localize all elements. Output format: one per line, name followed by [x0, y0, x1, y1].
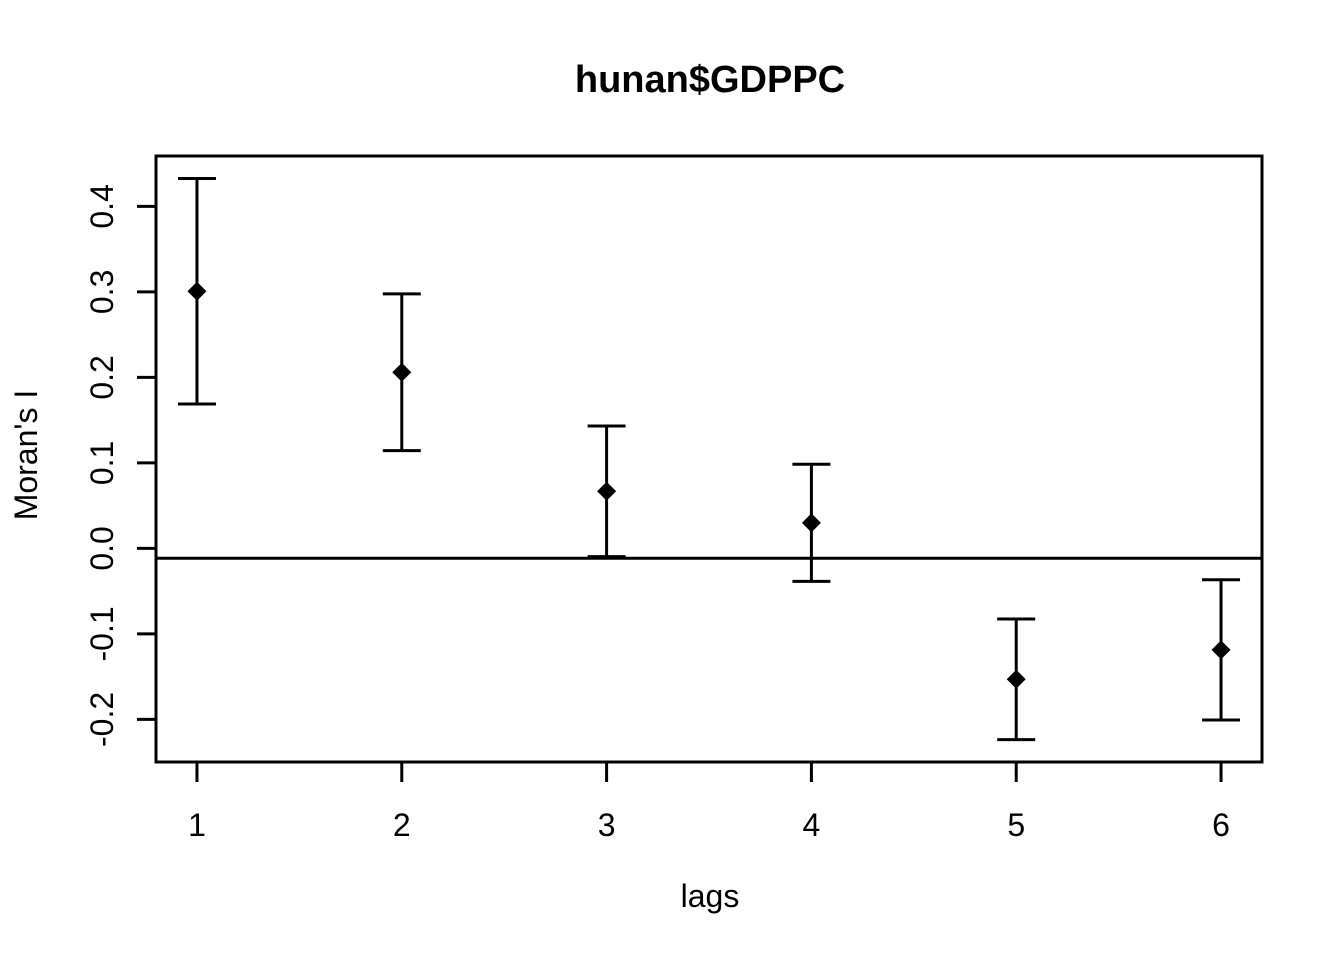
y-tick-label: -0.2	[84, 692, 120, 747]
x-tick-label: 4	[803, 807, 821, 843]
x-tick-label: 3	[598, 807, 616, 843]
y-tick-label: 0.0	[84, 526, 120, 570]
y-tick-label: 0.4	[84, 184, 120, 228]
x-tick-label: 1	[188, 807, 206, 843]
x-tick-label: 2	[393, 807, 411, 843]
x-tick-label: 5	[1007, 807, 1025, 843]
plot-box	[154, 154, 1264, 764]
y-tick-label: -0.1	[84, 606, 120, 661]
y-tick-label: 0.3	[84, 270, 120, 314]
y-axis-label: Moran's I	[8, 390, 44, 521]
point-lag-4	[801, 513, 821, 533]
x-axis-label: lags	[681, 878, 740, 914]
point-lag-1	[187, 281, 207, 301]
point-lag-5	[1006, 669, 1026, 689]
chart-title: hunan$GDPPC	[575, 59, 845, 101]
y-tick-label: 0.1	[84, 441, 120, 485]
y-tick-label: 0.2	[84, 355, 120, 399]
chart-layer: 0.4 0.3 0.2 0.1 0.0 -0.1 -0.2 1 2 3 4 5 6	[84, 154, 1264, 843]
point-lag-3	[597, 481, 617, 501]
point-lag-2	[392, 362, 412, 382]
x-tick-label: 6	[1212, 807, 1230, 843]
point-lag-6	[1211, 640, 1231, 660]
